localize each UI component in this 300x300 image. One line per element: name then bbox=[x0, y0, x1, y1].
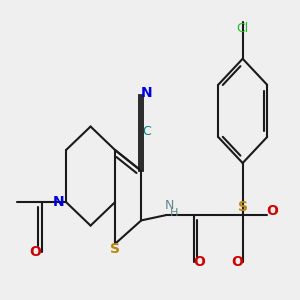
Text: O: O bbox=[266, 204, 278, 218]
Text: S: S bbox=[110, 242, 120, 256]
Text: S: S bbox=[238, 200, 248, 214]
Text: H: H bbox=[170, 208, 179, 218]
Text: N: N bbox=[165, 199, 175, 212]
Text: Cl: Cl bbox=[236, 22, 249, 35]
Text: N: N bbox=[52, 195, 64, 209]
Text: N: N bbox=[141, 85, 152, 100]
Text: O: O bbox=[232, 255, 243, 269]
Text: O: O bbox=[29, 245, 41, 259]
Text: O: O bbox=[193, 255, 205, 269]
Text: C: C bbox=[142, 125, 151, 138]
